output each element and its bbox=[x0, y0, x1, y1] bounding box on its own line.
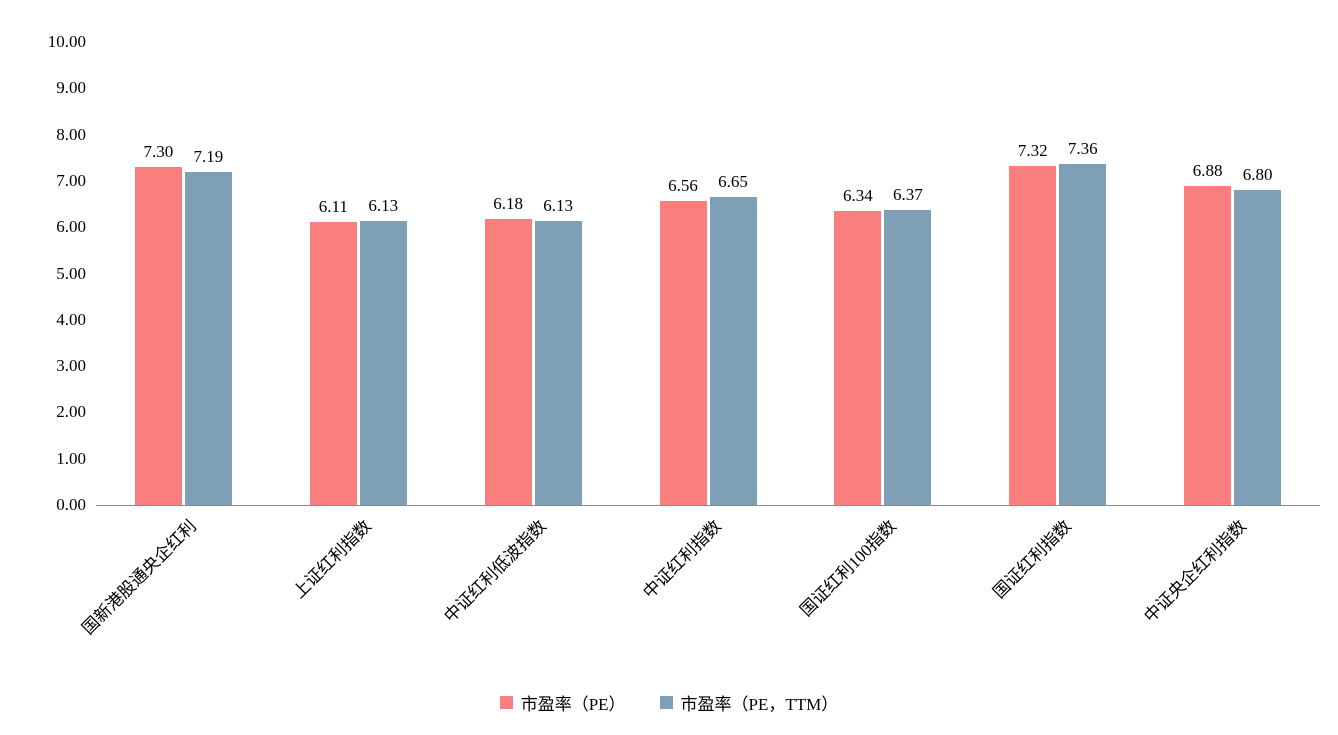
bar-value-label: 7.32 bbox=[1017, 141, 1048, 161]
bar-wrap-pe_ttm: 6.37 bbox=[884, 42, 932, 505]
x-category-label: 上证红利指数 bbox=[289, 516, 376, 603]
bar-value-label: 6.18 bbox=[493, 193, 524, 213]
y-tick-label: 9.00 bbox=[56, 78, 86, 98]
x-category-label: 中证央企红利指数 bbox=[1139, 516, 1250, 627]
bar-pe_ttm bbox=[359, 221, 407, 505]
bar-wrap-pe_ttm: 6.13 bbox=[359, 42, 407, 505]
bar-value-label: 7.19 bbox=[193, 147, 224, 167]
y-tick-label: 0.00 bbox=[56, 495, 86, 514]
y-tick-label: 5.00 bbox=[56, 263, 86, 283]
legend: 市盈率（PE） 市盈率（PE，TTM） bbox=[0, 690, 1338, 715]
x-category-label: 国新港股通央企红利 bbox=[78, 516, 201, 639]
bar-value-label: 6.37 bbox=[892, 185, 923, 205]
bar-group: 6.56 6.65 bbox=[621, 42, 796, 505]
bar-value-label: 7.30 bbox=[143, 142, 174, 162]
x-category-label: 中证红利低波指数 bbox=[440, 516, 551, 627]
bar-group: 7.32 7.36 bbox=[970, 42, 1145, 505]
bar-wrap-pe: 7.30 bbox=[134, 42, 182, 505]
bar-value-label: 6.11 bbox=[318, 197, 348, 217]
bar-pe bbox=[1184, 186, 1232, 505]
y-tick-label: 3.00 bbox=[56, 356, 86, 376]
bar-wrap-pe: 6.56 bbox=[659, 42, 707, 505]
bar-group: 6.88 6.80 bbox=[1145, 42, 1320, 505]
y-tick-label: 10.00 bbox=[47, 32, 86, 51]
bar-group: 6.18 6.13 bbox=[446, 42, 621, 505]
bar-pe bbox=[834, 211, 882, 505]
bar-wrap-pe_ttm: 6.80 bbox=[1234, 42, 1282, 505]
x-category-label: 国证红利100指数 bbox=[796, 516, 900, 621]
bar-wrap-pe: 6.88 bbox=[1184, 42, 1232, 505]
bar-value-label: 6.34 bbox=[842, 186, 873, 206]
bar-wrap-pe_ttm: 7.19 bbox=[184, 42, 232, 505]
bar-value-label: 6.56 bbox=[668, 176, 698, 196]
bar-pe_ttm bbox=[884, 210, 932, 505]
legend-item-pe: 市盈率（PE） bbox=[499, 690, 626, 715]
bar-pe_ttm bbox=[534, 221, 582, 505]
bar-pe_ttm bbox=[1234, 190, 1282, 505]
bar-pe bbox=[1009, 166, 1057, 505]
bar-groups: 7.30 7.19 6.11 6.13 6.18 6.13 6.56 6.65 6.34 6.37… bbox=[96, 42, 1320, 505]
bar-group: 6.11 6.13 bbox=[271, 42, 446, 505]
bar-pe bbox=[134, 167, 182, 505]
bar-pe_ttm bbox=[1059, 164, 1107, 505]
x-axis-labels: 国新港股通央企红利 上证红利指数 中证红利低波指数 中证红利指数 国证红利100指数 国证… bbox=[79, 513, 1320, 688]
bar-pe bbox=[309, 222, 357, 505]
bar-value-label: 7.36 bbox=[1067, 139, 1098, 159]
legend-label: 市盈率（PE） bbox=[520, 695, 626, 714]
bar-group: 6.34 6.37 bbox=[795, 42, 970, 505]
y-tick-label: 2.00 bbox=[56, 402, 86, 422]
bar-value-label: 6.65 bbox=[718, 172, 748, 192]
bar-wrap-pe: 6.11 bbox=[309, 42, 357, 505]
bar-wrap-pe: 7.32 bbox=[1009, 42, 1057, 505]
bar-pe bbox=[659, 201, 707, 505]
bar-wrap-pe_ttm: 6.13 bbox=[534, 42, 582, 505]
y-tick-label: 8.00 bbox=[56, 124, 86, 144]
bar-value-label: 6.88 bbox=[1192, 161, 1223, 181]
bar-value-label: 6.80 bbox=[1242, 165, 1273, 185]
x-category-label: 中证红利指数 bbox=[639, 516, 725, 603]
legend-swatch-pe bbox=[499, 696, 513, 709]
bar-wrap-pe_ttm: 7.36 bbox=[1059, 42, 1107, 505]
y-tick-label: 6.00 bbox=[56, 217, 86, 237]
legend-swatch-pe_ttm bbox=[659, 696, 673, 709]
bar-group: 7.30 7.19 bbox=[96, 42, 271, 505]
x-category-label: 国证红利指数 bbox=[989, 516, 1075, 603]
legend-label: 市盈率（PE，TTM） bbox=[680, 695, 839, 714]
bar-wrap-pe: 6.34 bbox=[834, 42, 882, 505]
bar-value-label: 6.13 bbox=[543, 196, 574, 216]
bar-pe_ttm bbox=[709, 197, 757, 505]
bar-pe_ttm bbox=[184, 172, 232, 505]
bar-value-label: 6.13 bbox=[368, 196, 399, 216]
bar-wrap-pe_ttm: 6.65 bbox=[709, 42, 757, 505]
y-tick-label: 4.00 bbox=[56, 309, 86, 329]
y-axis: 10.00 9.00 8.00 7.00 6.00 5.00 4.00 3.00 2.00 1.0… bbox=[0, 32, 86, 514]
bar-wrap-pe: 6.18 bbox=[484, 42, 532, 505]
legend-item-pe_ttm: 市盈率（PE，TTM） bbox=[659, 690, 839, 715]
bar-pe bbox=[484, 218, 532, 505]
plot-area: 7.30 7.19 6.11 6.13 6.18 6.13 6.56 6.65 6.34 6.37… bbox=[96, 42, 1320, 506]
y-tick-label: 7.00 bbox=[56, 170, 86, 190]
y-tick-label: 1.00 bbox=[56, 448, 86, 468]
